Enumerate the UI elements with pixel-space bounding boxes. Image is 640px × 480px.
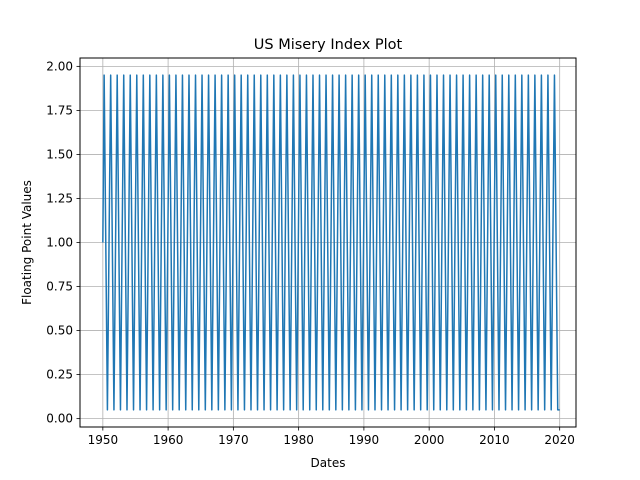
y-tick-label: 0.25	[46, 368, 73, 382]
x-tick-label: 1950	[88, 433, 119, 447]
x-tick-label: 1960	[153, 433, 184, 447]
series-group	[102, 74, 560, 411]
chart-title: US Misery Index Plot	[254, 37, 403, 53]
y-tick-label: 0.00	[46, 412, 73, 426]
y-tick-label: 1.25	[46, 191, 73, 205]
x-tick-label: 1980	[283, 433, 314, 447]
y-tick-label: 1.50	[46, 147, 73, 161]
x-tick-label: 2000	[414, 433, 445, 447]
x-tick-label: 2020	[544, 433, 575, 447]
series-line	[102, 74, 560, 411]
y-axis-ticks: 0.00 0.25 0.50 0.75 1.00 1.25 1.50 1.75 2.00	[46, 59, 80, 426]
x-tick-label: 2010	[479, 433, 510, 447]
y-tick-label: 0.50	[46, 324, 73, 338]
y-tick-label: 2.00	[46, 59, 73, 73]
x-tick-label: 1970	[218, 433, 249, 447]
x-tick-label: 1990	[349, 433, 380, 447]
y-tick-label: 1.75	[46, 103, 73, 117]
y-tick-label: 1.00	[46, 236, 73, 250]
y-tick-label: 0.75	[46, 280, 73, 294]
x-axis-ticks: 1950 1960 1970 1980 1990 2000 2010 2020	[88, 427, 575, 447]
x-axis-label: Dates	[311, 456, 346, 470]
y-axis-label: Floating Point Values	[20, 180, 34, 305]
